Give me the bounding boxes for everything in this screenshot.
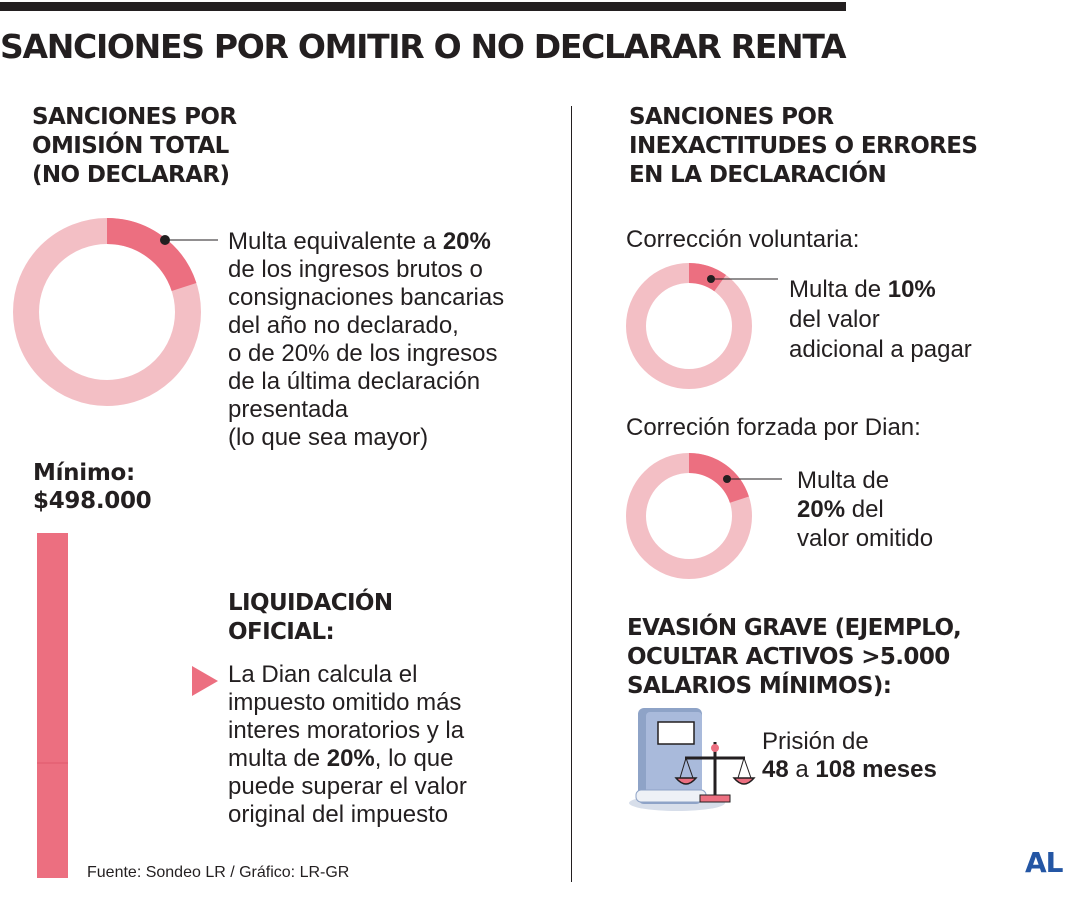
voluntary-text-line: adicional a pagar — [789, 336, 972, 363]
voluntary-label: Corrección voluntaria: — [626, 226, 860, 253]
liquidation-text-line: original del impuesto — [228, 801, 449, 828]
omission-title-line: (NO DECLARAR) — [32, 162, 230, 188]
evasion-title-line: SALARIOS MÍNIMOS): — [627, 673, 892, 699]
forced-text-line: valor omitido — [797, 525, 934, 552]
minimum-label: Mínimo: — [33, 460, 135, 486]
fine-text-line: o de 20% de los ingresos — [228, 340, 498, 367]
omission-fine-text: Multa equivalente a 20% de los ingresos … — [228, 228, 504, 452]
minimum-value: $498.000 — [33, 488, 152, 514]
fine-text-line: de los ingresos brutos o — [228, 256, 483, 283]
donut-highlight-arc — [106, 218, 197, 292]
omission-title-line: SANCIONES POR — [32, 104, 237, 130]
fine-text-line: presentada — [228, 396, 349, 423]
top-rule — [0, 2, 846, 11]
publisher-logo: AL — [1025, 846, 1064, 879]
omission-section-title: SANCIONES POR OMISIÓN TOTAL (NO DECLARAR… — [32, 103, 237, 190]
liquidation-title-line: OFICIAL: — [228, 619, 335, 645]
arrow-right-icon — [192, 666, 218, 696]
forced-label: Correción forzada por Dian: — [626, 414, 921, 441]
liquidation-text-line: puede superar el valor — [228, 773, 467, 800]
donut-highlight-arc — [688, 263, 727, 292]
voluntary-text-line: Multa de 10% — [789, 276, 936, 303]
liquidation-text-line: multa de 20%, lo que — [228, 745, 454, 772]
donut-track — [626, 263, 752, 389]
prison-text-line: Prisión de — [762, 728, 869, 755]
liquidation-text-line: interes moratorios y la — [228, 717, 465, 744]
donut-highlight-arc — [688, 453, 749, 504]
fine-text-line: del año no declarado, — [228, 312, 459, 339]
fine-text-line: Multa equivalente a 20% — [228, 228, 491, 255]
liquidation-title: LIQUIDACIÓN OFICIAL: — [228, 589, 393, 647]
forced-text-line: 20% del — [797, 496, 884, 523]
forced-fine-text: Multa de 20% del valor omitido — [797, 466, 933, 553]
voluntary-fine-text: Multa de 10% del valor adicional a pagar — [789, 275, 972, 365]
minimum-bar — [37, 533, 68, 878]
prison-text-line: 48 a 108 meses — [762, 756, 937, 783]
errors-title-line: EN LA DECLARACIÓN — [629, 162, 887, 188]
fine-text-line: (lo que sea mayor) — [228, 424, 429, 451]
errors-title-line: SANCIONES POR — [629, 104, 834, 130]
liquidation-title-line: LIQUIDACIÓN — [228, 590, 393, 616]
liquidation-text-line: impuesto omitido más — [228, 689, 462, 716]
fine-text-line: de la última declaración — [228, 368, 481, 395]
voluntary-text-line: del valor — [789, 306, 880, 333]
page-title: SANCIONES POR OMITIR O NO DECLARAR RENTA — [0, 27, 847, 66]
liquidation-text-line: La Dian calcula el — [228, 661, 418, 688]
column-divider — [571, 106, 572, 882]
source-note: Fuente: Sondeo LR / Gráfico: LR-GR — [87, 864, 350, 881]
prison-text: Prisión de 48 a 108 meses — [762, 728, 937, 784]
evasion-title-line: EVASIÓN GRAVE (EJEMPLO, — [627, 615, 962, 641]
omission-title-line: OMISIÓN TOTAL — [32, 133, 229, 159]
errors-section-title: SANCIONES POR INEXACTITUDES O ERRORES EN… — [629, 103, 978, 190]
errors-title-line: INEXACTITUDES O ERRORES — [629, 133, 978, 159]
liquidation-text: La Dian calcula el impuesto omitido más … — [228, 661, 467, 829]
evasion-title-line: OCULTAR ACTIVOS >5.000 — [627, 644, 950, 670]
minimum-block: Mínimo: $498.000 — [33, 459, 152, 515]
omission-donut-chart — [13, 218, 218, 406]
fine-text-line: consignaciones bancarias — [228, 284, 505, 311]
evasion-title: EVASIÓN GRAVE (EJEMPLO, OCULTAR ACTIVOS … — [627, 614, 962, 701]
forced-donut-chart — [626, 453, 782, 579]
voluntary-donut-chart — [626, 263, 778, 389]
law-book-scales-icon — [629, 708, 756, 811]
forced-text-line: Multa de — [797, 467, 890, 494]
